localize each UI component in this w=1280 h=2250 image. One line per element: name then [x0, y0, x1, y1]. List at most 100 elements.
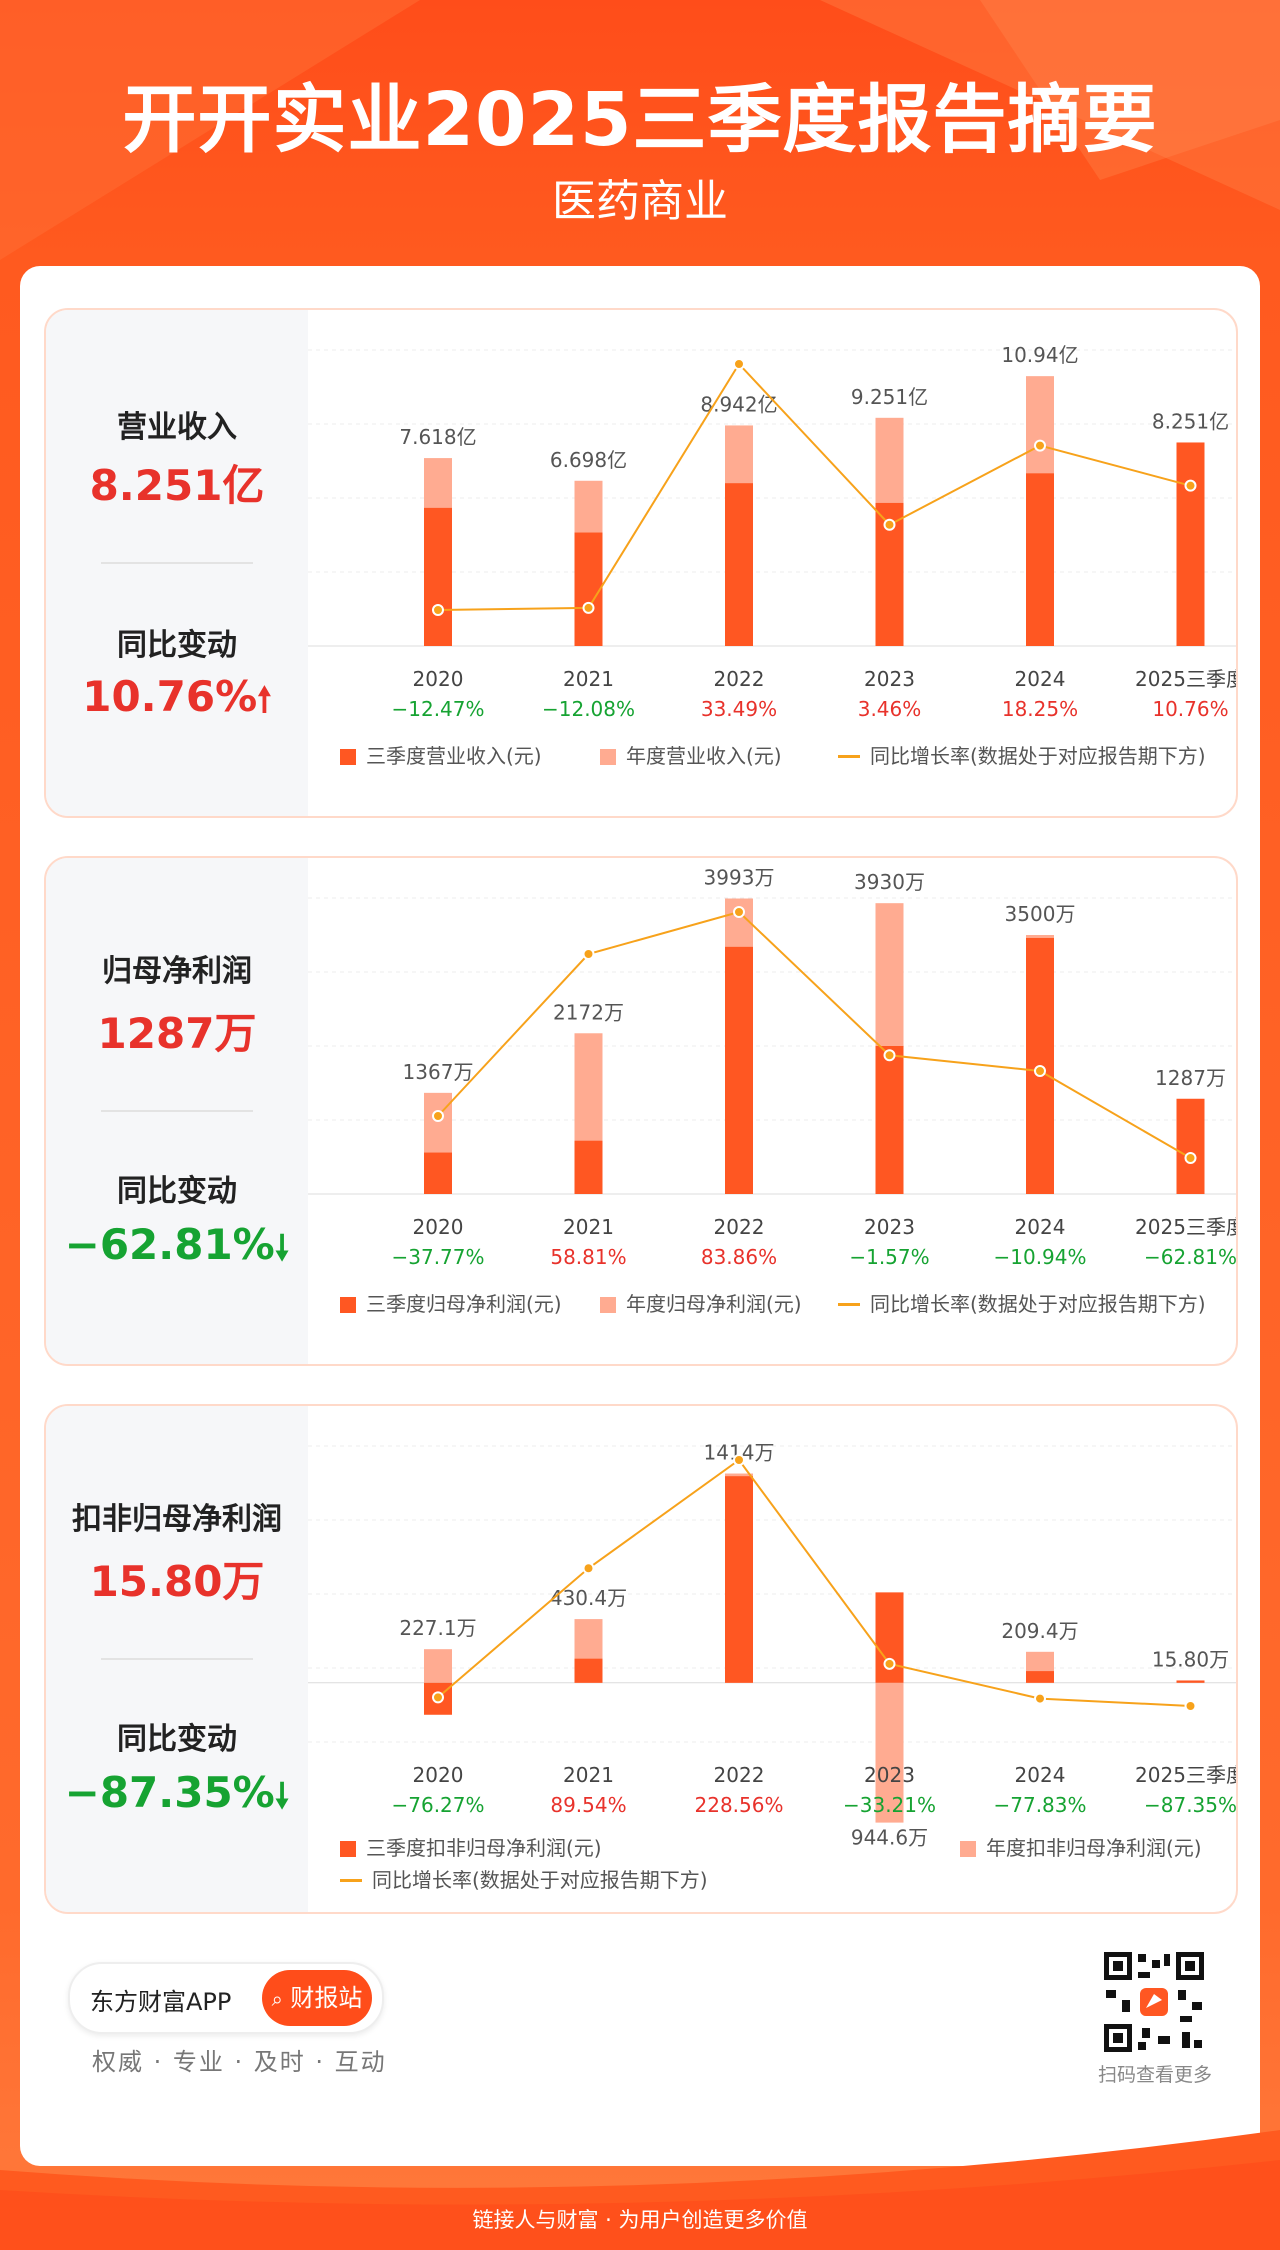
metric-label: 扣非归母净利润 — [72, 1502, 282, 1537]
metric-label: 营业收入 — [117, 410, 237, 445]
header-decoration — [0, 0, 1280, 260]
chart-revenue: 7.618亿 2020 −12.47% 6.698亿 2021 −12.08% 8.942亿… — [308, 343, 1236, 721]
change-value: 10.76%🠕 — [46, 672, 308, 733]
report-search-button[interactable]: ⌕ 财报站 — [262, 1970, 372, 2026]
legend-annual-label: 年度扣非归母净利润(元) — [986, 1836, 1202, 1860]
yoy-label: −87.35% — [1144, 1793, 1236, 1817]
change-label: 同比变动 — [117, 1722, 237, 1757]
category-label: 2024 — [1015, 667, 1066, 691]
panel-revenue: 营业收入 8.251亿 同比变动 10.76%🠕 7.618亿 2020 −12.4… — [44, 308, 1238, 818]
legend-annual: 年度归母净利润(元) — [600, 1288, 802, 1317]
category-label: 2023 — [864, 1763, 915, 1787]
metric-value: 8.251亿 — [89, 461, 265, 510]
metric-value: 1287万 — [97, 1009, 257, 1058]
arrow-up-icon: 🠕 — [257, 680, 272, 720]
yoy-label: 83.86% — [701, 1245, 777, 1269]
yoy-point — [883, 1049, 896, 1062]
metric-value: 15.80万 — [89, 1557, 265, 1606]
qr-code[interactable] — [1102, 1950, 1206, 2054]
category-label: 2021 — [563, 1215, 614, 1239]
legend-q3: 三季度扣非归母净利润(元) — [340, 1832, 602, 1861]
slogan: 权威 · 专业 · 及时 · 互动 — [92, 2048, 387, 2076]
yoy-line — [437, 1458, 1191, 1707]
category-label: 2020 — [413, 1215, 464, 1239]
category-label: 2025三季度 — [1135, 1215, 1236, 1239]
category-label: 2023 — [864, 667, 915, 691]
page-title: 开开实业2025三季度报告摘要 — [122, 77, 1158, 163]
metric-column: 营业收入 8.251亿 同比变动 10.76%🠕 — [46, 310, 308, 816]
category-label: 2022 — [714, 1763, 765, 1787]
category-label: 2020 — [413, 1763, 464, 1787]
legend-annual: 年度扣非归母净利润(元) — [960, 1832, 1202, 1861]
yoy-point — [1034, 1692, 1046, 1705]
yoy-label: 89.54% — [550, 1793, 626, 1817]
search-icon: ⌕ — [271, 1987, 283, 2011]
legend-q3-label: 三季度归母净利润(元) — [366, 1292, 562, 1316]
yoy-label: 3.46% — [858, 697, 922, 721]
category-label: 2025三季度 — [1135, 1763, 1236, 1787]
bar-value-label: 1367万 — [403, 1060, 474, 1084]
bar-value-label: 3930万 — [854, 870, 925, 894]
yoy-label: 33.49% — [701, 697, 777, 721]
yoy-point — [1034, 439, 1046, 452]
q3-bar — [424, 1152, 452, 1194]
bar-value-label: 15.80万 — [1152, 1647, 1229, 1671]
category-label: 2022 — [714, 667, 765, 691]
yoy-point — [1184, 1700, 1197, 1712]
category-label: 2020 — [413, 667, 464, 691]
app-search-pill[interactable]: 东方财富APP ⌕ 财报站 — [68, 1962, 384, 2034]
metric-label: 归母净利润 — [102, 954, 252, 989]
divider — [101, 1110, 253, 1112]
legend-yoy: 同比增长率(数据处于对应报告期下方) — [838, 1288, 1206, 1317]
yoy-label: −62.81% — [1144, 1245, 1236, 1269]
yoy-label: −77.83% — [993, 1793, 1086, 1817]
yoy-label: 10.76% — [1152, 697, 1228, 721]
chart-net-profit: 1367万 2020 −37.77% 2172万 2021 58.81% 3993万 2022… — [308, 866, 1236, 1269]
q3-bar — [725, 483, 753, 646]
yoy-line — [437, 910, 1192, 1159]
yoy-label: −37.77% — [391, 1245, 484, 1269]
legend-annual: 年度营业收入(元) — [600, 740, 782, 769]
legend-annual-label: 年度营业收入(元) — [626, 744, 782, 768]
yoy-point — [1184, 1152, 1197, 1164]
legend-q3: 三季度归母净利润(元) — [340, 1288, 562, 1317]
divider — [101, 1658, 253, 1660]
yoy-point — [883, 1657, 896, 1670]
category-label: 2024 — [1015, 1763, 1066, 1787]
legend-q3-swatch — [340, 1841, 356, 1857]
change-value: −62.81%🠗 — [46, 1220, 308, 1281]
yoy-point — [432, 604, 444, 616]
legend-annual-swatch — [600, 749, 616, 765]
bottom-tagline: 链接人与财富 · 为用户创造更多价值 — [472, 2208, 808, 2232]
bar-value-label: 6.698亿 — [550, 448, 627, 472]
q3-bar — [1026, 473, 1054, 646]
legend-yoy-label: 同比增长率(数据处于对应报告期下方) — [870, 744, 1206, 768]
yoy-label: −76.27% — [391, 1793, 484, 1817]
chart-deducted-net-profit: 227.1万2020−76.27%430.4万202189.54%1414万20… — [308, 1441, 1236, 1850]
yoy-point — [733, 358, 745, 370]
q3-bar — [1026, 1671, 1054, 1683]
legend-yoy-swatch — [838, 755, 860, 758]
bar-value-label: 8.942亿 — [700, 392, 777, 416]
bar-value-label: 3993万 — [704, 866, 775, 890]
bar-value-label: 944.6万 — [851, 1826, 928, 1850]
panel-net-profit: 归母净利润 1287万 同比变动 −62.81%🠗 1367万 2020 −37.7… — [44, 856, 1238, 1366]
category-label: 2021 — [563, 667, 614, 691]
legend-annual-swatch — [960, 1841, 976, 1857]
legend-yoy: 同比增长率(数据处于对应报告期下方) — [838, 740, 1206, 769]
bar-value-label: 10.94亿 — [1001, 343, 1078, 367]
bottom-wave — [0, 2130, 1280, 2250]
change-value-text: 10.76% — [82, 672, 258, 721]
category-label: 2024 — [1015, 1215, 1066, 1239]
q3-bar — [1176, 1680, 1205, 1683]
legend-q3-label: 三季度扣非归母净利润(元) — [366, 1836, 602, 1860]
yoy-point — [582, 601, 595, 614]
bar-value-label: 7.618亿 — [399, 425, 476, 449]
yoy-point — [432, 1110, 444, 1123]
category-label: 2021 — [563, 1763, 614, 1787]
q3-bar — [1176, 1098, 1205, 1194]
category-label: 2023 — [864, 1215, 915, 1239]
yoy-point — [733, 906, 745, 918]
bar-value-label: 1287万 — [1155, 1066, 1226, 1090]
yoy-label: −12.47% — [391, 697, 484, 721]
